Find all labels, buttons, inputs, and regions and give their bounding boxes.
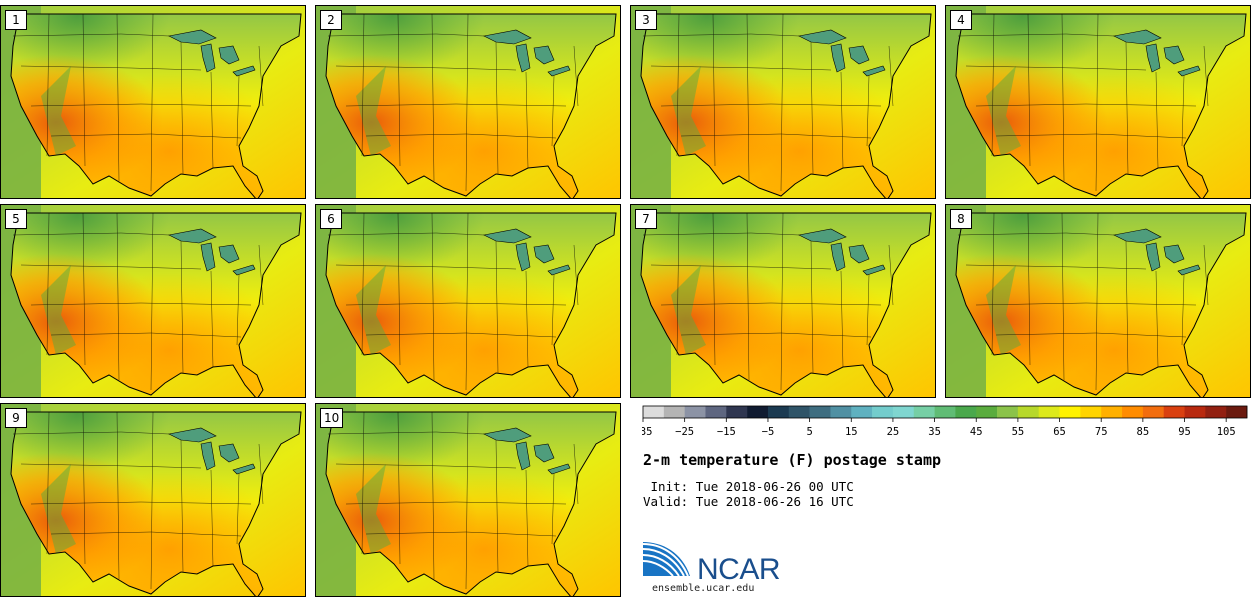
temperature-map: [316, 404, 621, 597]
temperature-colorbar: −35−25−15−55152535455565758595105115: [642, 405, 1248, 438]
ncar-logo-icon: [642, 542, 690, 577]
temperature-map: [1, 6, 306, 199]
colorbar-swatch: [851, 406, 873, 418]
colorbar-swatch: [1038, 406, 1060, 418]
member-number-label: 2: [320, 10, 342, 30]
member-number-label: 8: [950, 209, 972, 229]
colorbar-swatch: [809, 406, 831, 418]
colorbar-swatch: [643, 406, 665, 418]
colorbar-swatch: [1184, 406, 1206, 418]
colorbar-swatch: [1017, 406, 1040, 418]
colorbar-tick-label: 35: [928, 426, 941, 438]
colorbar-tick-label: 95: [1178, 426, 1191, 438]
website-url: ensemble.ucar.edu: [652, 583, 755, 594]
colorbar-tick-label: 85: [1137, 426, 1150, 438]
temperature-map: [316, 6, 621, 199]
colorbar-swatch: [830, 406, 852, 418]
postage-stamp-member-5[interactable]: 5: [0, 204, 306, 398]
colorbar-swatch: [1163, 406, 1185, 418]
postage-stamp-member-10[interactable]: 10: [315, 403, 621, 597]
colorbar-swatch: [913, 406, 935, 418]
member-number-label: 6: [320, 209, 342, 229]
colorbar-tick-label: 65: [1053, 426, 1066, 438]
colorbar-swatch: [684, 406, 706, 418]
colorbar-tick-label: −15: [717, 426, 736, 438]
plot-title: 2-m temperature (F) postage stamp: [643, 451, 942, 469]
member-number-label: 1: [5, 10, 27, 30]
colorbar-tick-label: 75: [1095, 426, 1108, 438]
postage-stamp-member-3[interactable]: 3: [630, 5, 936, 199]
postage-stamp-member-4[interactable]: 4: [945, 5, 1251, 199]
init-time-value: Tue 2018-06-26 00 UTC: [695, 479, 854, 494]
colorbar-border: [642, 405, 1248, 419]
member-number-label: 3: [635, 10, 657, 30]
colorbar-swatch: [1059, 406, 1081, 418]
colorbar-tick-label: 55: [1012, 426, 1025, 438]
temperature-map: [1, 205, 306, 398]
temperature-map: [946, 6, 1251, 199]
colorbar-swatch: [788, 406, 810, 418]
colorbar-tick-label: −25: [675, 426, 694, 438]
valid-time-row: Valid: Tue 2018-06-26 16 UTC: [643, 494, 854, 509]
ncar-logo-text: NCAR: [697, 553, 781, 586]
member-number-label: 4: [950, 10, 972, 30]
colorbar-swatch: [1080, 406, 1102, 418]
colorbar-swatch: [705, 406, 727, 418]
colorbar-swatch: [955, 406, 977, 418]
colorbar-tick-label: −35: [642, 426, 652, 438]
init-time-row: Init: Tue 2018-06-26 00 UTC: [643, 479, 854, 494]
colorbar-swatch: [892, 406, 915, 418]
colorbar-swatch: [872, 406, 894, 418]
valid-time-label: Valid:: [643, 494, 689, 509]
colorbar-swatch: [976, 406, 998, 418]
temperature-map: [946, 205, 1251, 398]
member-number-label: 5: [5, 209, 27, 229]
postage-stamp-member-1[interactable]: 1: [0, 5, 306, 199]
colorbar-swatch: [997, 406, 1019, 418]
colorbar-tick-label: −5: [762, 426, 775, 438]
colorbar-swatch: [934, 406, 956, 418]
colorbar-swatch: [663, 406, 685, 418]
member-number-label: 7: [635, 209, 657, 229]
temperature-map: [631, 205, 936, 398]
temperature-map: [1, 404, 306, 597]
init-time-label: Init:: [643, 479, 689, 494]
postage-stamp-member-2[interactable]: 2: [315, 5, 621, 199]
temperature-map: [631, 6, 936, 199]
colorbar-tick-label: 5: [806, 426, 812, 438]
colorbar-swatch: [747, 406, 769, 418]
temperature-map: [316, 205, 621, 398]
valid-time-value: Tue 2018-06-26 16 UTC: [695, 494, 854, 509]
colorbar-swatch: [1101, 406, 1123, 418]
colorbar-tick-label: 15: [845, 426, 858, 438]
colorbar-swatch: [726, 406, 748, 418]
colorbar-swatch: [1205, 406, 1227, 418]
postage-stamp-member-6[interactable]: 6: [315, 204, 621, 398]
member-number-label: 9: [5, 408, 27, 428]
member-number-label: 10: [320, 408, 344, 428]
postage-stamp-member-7[interactable]: 7: [630, 204, 936, 398]
colorbar-swatch: [767, 406, 790, 418]
colorbar-swatch: [1142, 406, 1164, 418]
postage-stamp-member-8[interactable]: 8: [945, 204, 1251, 398]
colorbar-tick-label: 25: [887, 426, 900, 438]
colorbar-tick-label: 105: [1217, 426, 1236, 438]
colorbar-swatch: [1226, 406, 1248, 418]
postage-stamp-member-9[interactable]: 9: [0, 403, 306, 597]
colorbar-tick-label: 45: [970, 426, 983, 438]
colorbar-swatch: [1122, 406, 1144, 418]
